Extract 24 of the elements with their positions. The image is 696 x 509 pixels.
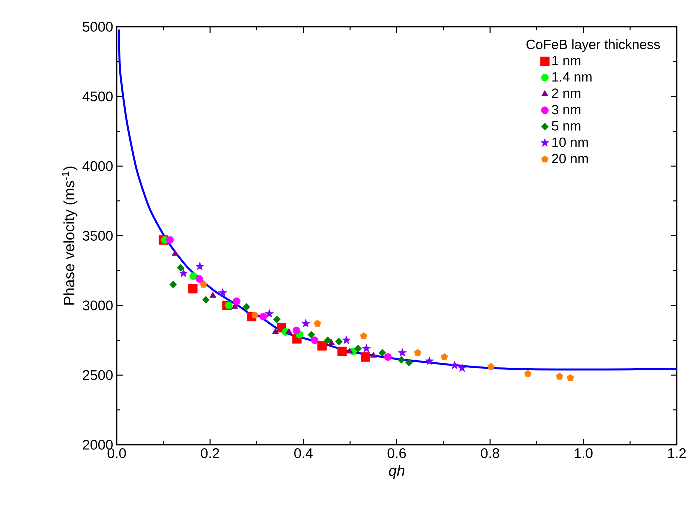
y-tick-label: 2000 [83, 440, 113, 450]
y-tick-label: 2500 [83, 370, 113, 380]
x-tick-label: 1.2 [668, 448, 686, 458]
x-tick-label: 0.8 [481, 448, 500, 458]
legend-label: 1.4 nm [552, 72, 592, 82]
y-tick-label: 4500 [82, 92, 113, 102]
x-tick-label: 0.0 [108, 448, 126, 458]
y-tick-label: 4000 [82, 161, 113, 172]
x-tick-label: 1.0 [575, 448, 593, 458]
y-tick-label: 3000 [82, 300, 113, 311]
y-tick-label: 5000 [83, 22, 113, 32]
legend-title: CoFeB layer thickness [526, 40, 660, 52]
x-tick-label: 0.6 [388, 448, 406, 458]
y-tick-label: 3500 [82, 231, 113, 241]
x-tick-label: 0.2 [201, 448, 220, 458]
legend-label: 10 nm [552, 138, 588, 148]
x-axis-title: qh [389, 465, 405, 480]
legend-label: 2 nm [552, 88, 581, 98]
legend-label: 20 nm [552, 154, 588, 164]
y-axis-title: Phase velocity (ms$^{-1}$) [62, 166, 78, 305]
legend-label: 3 nm [552, 105, 581, 115]
x-tick-label: 0.4 [294, 448, 313, 458]
legend-label: 1 nm [552, 56, 581, 66]
legend-label: 5 nm [552, 121, 581, 131]
